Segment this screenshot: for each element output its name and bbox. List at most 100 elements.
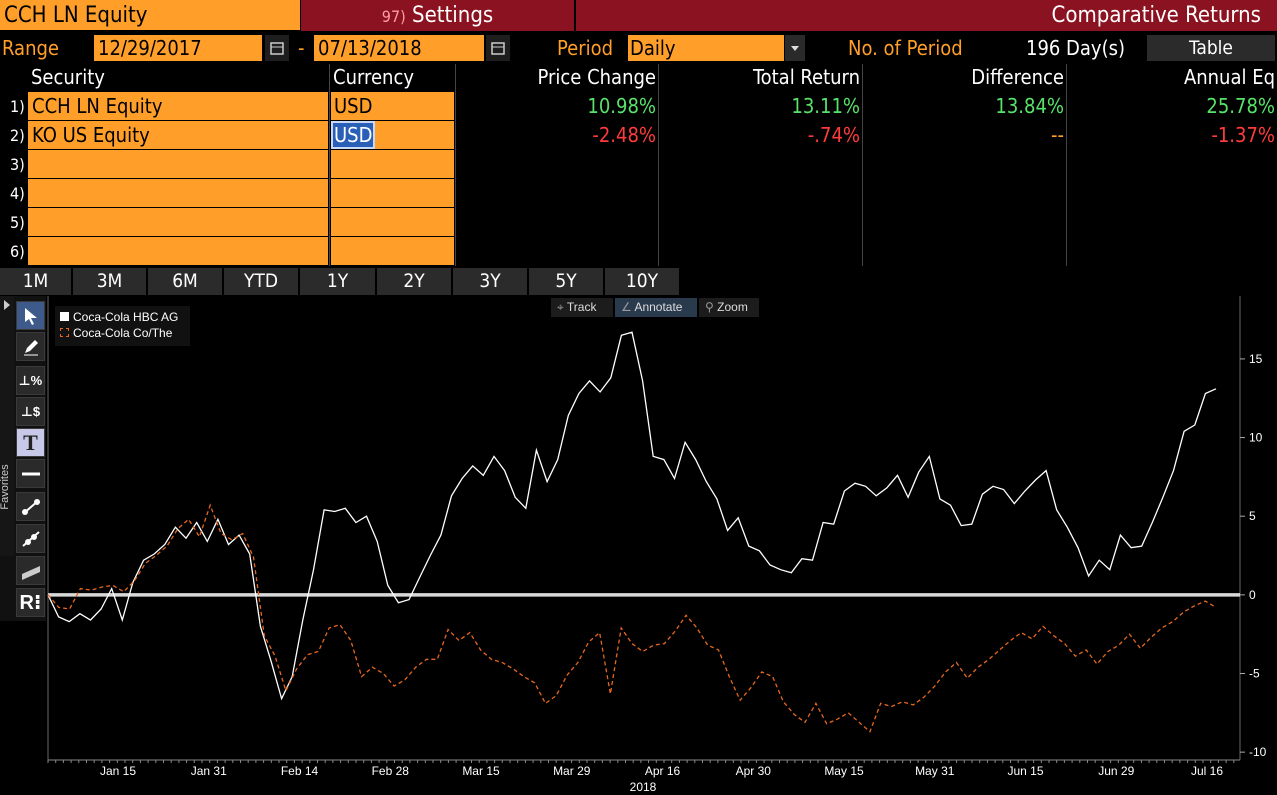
table-button[interactable]: Table (1147, 35, 1275, 61)
start-date-input[interactable]: 12/29/2017 (94, 35, 262, 61)
timeframe-2y[interactable]: 2Y (377, 268, 451, 295)
x-tick-label: May 31 (915, 764, 955, 778)
crosshair-icon: ⌖ (557, 300, 564, 314)
price-change-value: -2.48% (592, 123, 656, 147)
y-tick-label: -5 (1249, 666, 1260, 680)
y-tick-label: 15 (1249, 352, 1263, 366)
row-currency-input[interactable] (331, 179, 454, 207)
annual-eq-value: 25.78% (1206, 94, 1275, 118)
settings-number: 97) (381, 7, 406, 26)
timeframe-5y[interactable]: 5Y (529, 268, 603, 295)
security-field[interactable]: CCH LN Equity (0, 0, 300, 31)
x-tick-label: Mar 29 (553, 764, 591, 778)
row-currency-input[interactable] (331, 150, 454, 178)
period-select[interactable]: Daily (628, 35, 784, 61)
row-security-input[interactable] (28, 208, 328, 236)
row-number: 4) (10, 184, 25, 203)
text-icon[interactable]: T (16, 428, 45, 457)
legend-item: Coca-Cola HBC AG (60, 309, 178, 325)
table-divider (455, 64, 456, 266)
timeframe-3m[interactable]: 3M (73, 268, 146, 295)
range-label: Range (2, 36, 59, 60)
row-number: 5) (10, 213, 25, 232)
row-currency-input[interactable]: USD (330, 121, 454, 149)
table-divider (658, 64, 659, 266)
magnifier-icon: ⚲ (705, 300, 714, 314)
row-security-input[interactable]: KO US Equity (28, 121, 328, 149)
legend-item: Coca-Cola Co/The (60, 325, 172, 341)
row-security-input[interactable] (28, 150, 328, 178)
table-header-bg (0, 64, 1277, 92)
row-currency-input[interactable] (331, 237, 454, 265)
x-tick-label: Apr 30 (736, 764, 772, 778)
period-label: Period (557, 36, 614, 60)
timeframe-1m[interactable]: 1M (0, 268, 71, 295)
cursor-icon[interactable] (16, 301, 45, 330)
row-number: 2) (10, 126, 25, 145)
timeframe-10y[interactable]: 10Y (605, 268, 679, 295)
table-divider (1066, 64, 1067, 266)
x-tick-label: Jul 16 (1191, 764, 1223, 778)
row-number: 3) (10, 155, 25, 174)
trendline-icon[interactable] (16, 492, 45, 521)
legend-swatch-solid (60, 312, 69, 321)
r-icon[interactable]: R⁝ (16, 588, 45, 617)
segment-icon[interactable] (16, 524, 45, 553)
y-tick-label: 0 (1249, 588, 1256, 602)
timeframe-ytd[interactable]: YTD (224, 268, 298, 295)
end-date-input[interactable]: 07/13/2018 (314, 35, 484, 61)
x-tick-label: Mar 15 (462, 764, 500, 778)
end-calendar-icon[interactable] (486, 35, 510, 61)
header-annual-eq: Annual Eq (1183, 65, 1275, 89)
track-label: Track (566, 300, 597, 314)
currency-selected-text: USD (330, 121, 376, 149)
x-tick-label: May 15 (824, 764, 864, 778)
legend-swatch-dashed (60, 328, 69, 337)
pencil-icon[interactable] (16, 332, 45, 361)
timeframe-3y[interactable]: 3Y (453, 268, 527, 295)
x-tick-label: Jan 31 (191, 764, 227, 778)
row-currency-input[interactable]: USD (331, 92, 454, 120)
track-button[interactable]: ⌖ Track (551, 298, 613, 317)
difference-value: 13.84% (995, 94, 1064, 118)
timeframe-1y[interactable]: 1Y (300, 268, 375, 295)
table-divider (862, 64, 863, 266)
annotate-button[interactable]: ∠ Annotate (615, 298, 697, 317)
chart-legend: Coca-Cola HBC AG Coca-Cola Co/The (55, 306, 190, 346)
header-difference: Difference (971, 65, 1064, 89)
x-axis-label: 2018 (630, 780, 657, 794)
start-calendar-icon[interactable] (265, 35, 289, 61)
series-line-coca-cola-co (47, 503, 1217, 733)
header-security: Security (31, 65, 105, 89)
total-return-value: 13.11% (791, 94, 860, 118)
row-security-input[interactable] (28, 179, 328, 207)
header-total-return: Total Return (753, 65, 860, 89)
header-price-change: Price Change (537, 65, 656, 89)
page-title: Comparative Returns (576, 0, 1277, 31)
settings-label: Settings (412, 3, 494, 28)
price-change-value: 10.98% (587, 94, 656, 118)
row-currency-input[interactable] (331, 208, 454, 236)
channel-icon[interactable] (16, 556, 45, 585)
settings-button[interactable]: 97) Settings (301, 0, 574, 31)
difference-value: -- (1051, 123, 1064, 147)
x-tick-label: Jan 15 (100, 764, 136, 778)
percent-marker-icon[interactable]: ⊥% (16, 366, 45, 395)
timeframe-6m[interactable]: 6M (148, 268, 222, 295)
row-security-input[interactable] (28, 237, 328, 265)
x-tick-label: Feb 28 (372, 764, 410, 778)
returns-chart[interactable]: 15 10 5 0 -5 -10 Jan 15 Jan 31 Feb 14 Feb 28 Mar 1… (0, 296, 1277, 795)
annotate-label: Annotate (634, 300, 683, 314)
y-tick-label: 5 (1249, 509, 1256, 523)
no-of-period-value: 196 Day(s) (1026, 36, 1125, 60)
horizontal-line-icon[interactable] (16, 459, 45, 488)
zoom-button[interactable]: ⚲ Zoom (699, 298, 759, 317)
annual-eq-value: -1.37% (1211, 123, 1275, 147)
y-tick-label: -10 (1249, 745, 1267, 759)
zoom-label: Zoom (717, 300, 748, 314)
period-dropdown-icon[interactable] (785, 35, 805, 61)
favorites-tab[interactable]: Favorites (0, 296, 14, 556)
range-dash: - (298, 36, 305, 60)
dollar-marker-icon[interactable]: ⊥$ (16, 397, 45, 426)
row-security-input[interactable]: CCH LN Equity (28, 92, 328, 120)
